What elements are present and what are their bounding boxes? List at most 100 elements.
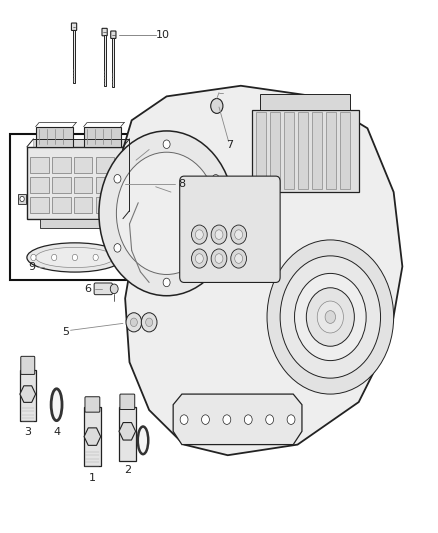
Circle shape (126, 313, 142, 332)
Bar (20, 370, 35, 421)
Bar (270, 112, 280, 189)
Bar (123, 193, 131, 204)
Bar (261, 94, 350, 110)
Text: 8: 8 (178, 179, 185, 189)
Bar (52, 197, 71, 213)
Circle shape (114, 254, 119, 261)
Circle shape (280, 256, 381, 378)
Circle shape (52, 254, 57, 261)
Bar (74, 157, 92, 173)
FancyBboxPatch shape (21, 357, 35, 374)
Circle shape (287, 415, 295, 424)
Bar (84, 407, 101, 466)
Circle shape (201, 415, 209, 424)
Text: 10: 10 (156, 30, 170, 41)
FancyBboxPatch shape (33, 139, 130, 211)
Circle shape (180, 415, 188, 424)
Bar (74, 197, 92, 213)
Bar (30, 177, 49, 193)
Circle shape (212, 174, 219, 183)
Circle shape (110, 284, 118, 294)
Bar (312, 112, 321, 189)
Circle shape (163, 278, 170, 287)
Circle shape (212, 244, 219, 252)
Ellipse shape (138, 426, 148, 454)
Text: 7: 7 (226, 140, 233, 150)
Bar (40, 219, 110, 228)
Circle shape (31, 254, 36, 261)
Circle shape (211, 249, 227, 268)
FancyBboxPatch shape (71, 23, 77, 30)
FancyBboxPatch shape (27, 147, 123, 219)
Bar (96, 177, 114, 193)
Text: 6: 6 (85, 285, 92, 294)
Circle shape (114, 174, 121, 183)
Circle shape (306, 288, 354, 346)
Bar (326, 112, 336, 189)
Polygon shape (173, 394, 302, 445)
Text: 3: 3 (24, 427, 31, 438)
Bar (11, 134, 174, 280)
Circle shape (325, 311, 336, 324)
Text: 1: 1 (89, 473, 96, 483)
Bar (74, 177, 92, 193)
Bar (52, 157, 71, 173)
Circle shape (114, 244, 121, 252)
Text: 5: 5 (62, 327, 69, 337)
FancyBboxPatch shape (180, 176, 280, 282)
Circle shape (93, 254, 98, 261)
Bar (96, 197, 114, 213)
Circle shape (131, 318, 138, 327)
Circle shape (215, 230, 223, 239)
Circle shape (117, 152, 217, 274)
Ellipse shape (27, 243, 123, 272)
Bar (284, 112, 293, 189)
Polygon shape (119, 86, 403, 455)
Bar (119, 407, 136, 461)
Circle shape (231, 225, 247, 244)
FancyBboxPatch shape (94, 283, 113, 295)
Circle shape (223, 415, 231, 424)
Bar (52, 177, 71, 193)
Bar (112, 38, 114, 87)
Circle shape (267, 240, 394, 394)
Circle shape (72, 254, 78, 261)
Text: 4: 4 (53, 427, 60, 438)
Circle shape (244, 415, 252, 424)
Text: 2: 2 (124, 465, 131, 474)
FancyBboxPatch shape (111, 31, 116, 38)
Bar (84, 127, 121, 147)
Bar (30, 197, 49, 213)
Circle shape (195, 230, 203, 239)
Circle shape (235, 254, 243, 263)
Circle shape (195, 254, 203, 263)
Bar (256, 112, 266, 189)
Bar (96, 157, 114, 173)
Circle shape (99, 131, 234, 296)
FancyBboxPatch shape (120, 394, 135, 409)
Text: 9: 9 (28, 262, 35, 272)
Circle shape (191, 225, 207, 244)
Circle shape (163, 140, 170, 149)
Bar (298, 112, 307, 189)
Bar (30, 157, 49, 173)
FancyBboxPatch shape (102, 28, 107, 36)
Circle shape (211, 99, 223, 114)
Circle shape (20, 196, 24, 201)
Bar (340, 112, 350, 189)
Ellipse shape (141, 430, 146, 450)
Bar (103, 35, 106, 86)
Circle shape (294, 273, 366, 361)
Circle shape (141, 313, 157, 332)
Circle shape (266, 415, 274, 424)
Circle shape (215, 254, 223, 263)
Circle shape (146, 318, 152, 327)
Ellipse shape (35, 247, 114, 268)
Bar (18, 193, 26, 204)
Ellipse shape (51, 389, 62, 421)
Ellipse shape (54, 393, 59, 417)
Circle shape (235, 230, 243, 239)
Bar (73, 30, 75, 83)
FancyBboxPatch shape (85, 397, 100, 412)
Bar (252, 110, 359, 192)
